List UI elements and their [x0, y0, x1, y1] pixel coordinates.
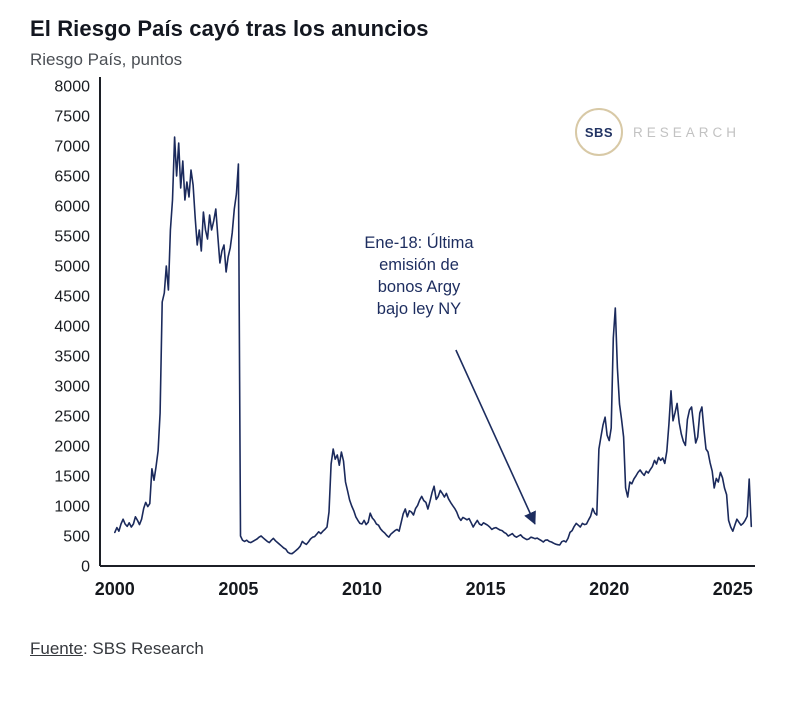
annotation-text: Ene-18: Última emisión de bonos Argy baj…: [330, 232, 508, 320]
page-title: El Riesgo País cayó tras los anuncios: [30, 16, 429, 41]
y-tick-label: 6500: [54, 169, 90, 186]
y-tick-label: 2500: [54, 409, 90, 426]
x-tick-label: 2025: [713, 579, 753, 599]
y-tick-label: 3500: [54, 349, 90, 366]
y-tick-label: 6000: [54, 199, 90, 216]
sbs-logo-circle-icon: SBS: [575, 108, 623, 156]
y-tick-label: 2000: [54, 439, 90, 456]
y-tick-label: 500: [63, 529, 90, 546]
y-tick-label: 5500: [54, 229, 90, 246]
research-wordmark: RESEARCH: [633, 124, 741, 140]
risk-line-chart: 0 500 1000 1500 2000 2500 3000 3500 4000 4500 5000…: [54, 77, 755, 599]
annotation-line: Ene-18: Última: [364, 234, 474, 252]
chart-area: 0 500 1000 1500 2000 2500 3000 3500 4000 4500 5000…: [0, 74, 800, 609]
x-tick-label: 2015: [466, 579, 506, 599]
source-note: Fuente: SBS Research: [30, 639, 800, 659]
x-tick-label: 2010: [342, 579, 382, 599]
source-text: : SBS Research: [82, 639, 204, 658]
y-tick-label: 7500: [54, 109, 90, 126]
y-tick-label: 4000: [54, 319, 90, 336]
chart-subtitle: Riesgo País, puntos: [30, 50, 183, 69]
x-tick-label: 2005: [218, 579, 258, 599]
risk-series-line: [114, 136, 753, 555]
annotation-arrow: [455, 349, 536, 525]
y-tick-label: 1500: [54, 469, 90, 486]
y-tick-label: 5000: [54, 259, 90, 276]
source-label: Fuente: [30, 639, 83, 658]
y-tick-label: 3000: [54, 379, 90, 396]
annotation-line: emisión de: [379, 256, 459, 274]
y-tick-label: 4500: [54, 289, 90, 306]
x-tick-label: 2020: [589, 579, 629, 599]
annotation-line: bonos Argy: [377, 278, 461, 296]
y-tick-label: 7000: [54, 139, 90, 156]
y-tick-label: 1000: [54, 499, 90, 516]
x-tick-label: 2000: [95, 579, 135, 599]
y-tick-label: 0: [81, 559, 90, 576]
annotation-line: bajo ley NY: [376, 300, 462, 318]
sbs-research-logo: SBS RESEARCH: [575, 108, 740, 156]
y-tick-label: 8000: [54, 79, 90, 96]
sbs-logo-text: SBS: [584, 124, 614, 140]
